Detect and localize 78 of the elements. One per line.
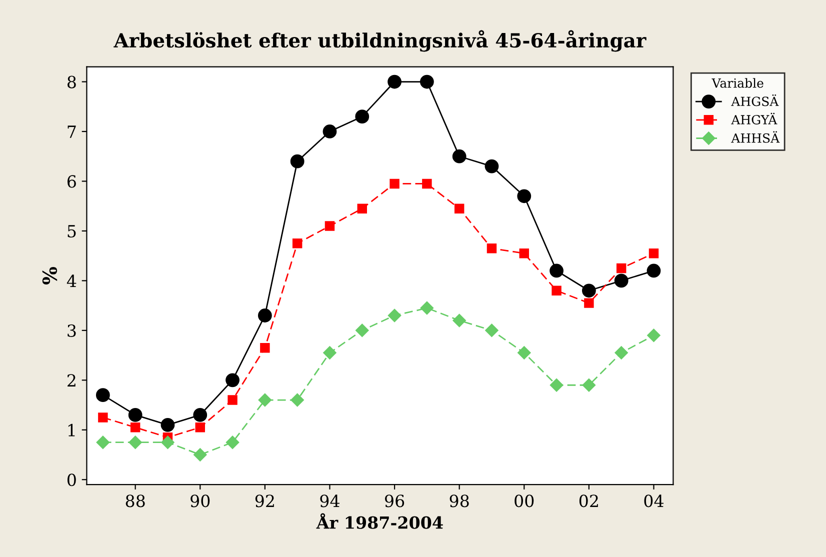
point bbox=[420, 74, 434, 89]
y-axis-title: % bbox=[42, 266, 58, 284]
point bbox=[486, 244, 497, 254]
y-tick-label: 6 bbox=[68, 175, 76, 188]
point bbox=[96, 436, 110, 449]
y-tick-label: 1 bbox=[68, 424, 75, 436]
point bbox=[195, 422, 205, 432]
point bbox=[128, 436, 142, 449]
point bbox=[96, 388, 110, 402]
point bbox=[550, 378, 564, 392]
x-tick-label: 04 bbox=[644, 494, 664, 508]
point bbox=[226, 373, 240, 388]
point bbox=[517, 189, 532, 204]
y-tick-label: 5 bbox=[68, 225, 76, 238]
legend-label: AHGSÄ bbox=[731, 94, 779, 106]
point bbox=[519, 248, 530, 258]
x-tick-label: 90 bbox=[190, 494, 210, 508]
point bbox=[614, 274, 628, 288]
point bbox=[616, 263, 626, 274]
point bbox=[226, 436, 240, 449]
point bbox=[452, 314, 466, 328]
point bbox=[323, 346, 336, 360]
point bbox=[420, 301, 434, 315]
legend-label: AHGYÄ bbox=[731, 112, 778, 124]
point bbox=[292, 238, 302, 248]
y-tick-label: 3 bbox=[68, 324, 76, 337]
point bbox=[648, 248, 659, 258]
point bbox=[290, 393, 304, 407]
point bbox=[355, 110, 370, 124]
point bbox=[388, 308, 402, 322]
y-tick-label: 0 bbox=[68, 474, 76, 486]
x-tick-label: 88 bbox=[126, 494, 145, 508]
point bbox=[646, 264, 661, 278]
point bbox=[322, 124, 337, 138]
y-tick-label: 2 bbox=[68, 374, 76, 386]
point bbox=[484, 159, 499, 174]
point bbox=[422, 178, 432, 189]
point bbox=[290, 154, 304, 168]
x-axis-title: År 1987-2004 bbox=[316, 513, 443, 529]
point bbox=[518, 346, 531, 360]
point bbox=[130, 422, 140, 432]
point bbox=[452, 149, 466, 164]
point bbox=[258, 393, 272, 407]
point bbox=[614, 346, 628, 360]
point bbox=[160, 418, 175, 432]
point bbox=[228, 395, 238, 405]
chart-title: Arbetslöshet efter utbildningsnivå 45-64-åringar bbox=[114, 30, 646, 52]
point bbox=[356, 324, 369, 338]
point bbox=[128, 408, 142, 422]
x-tick-label: 02 bbox=[579, 494, 598, 508]
x-tick-label: 96 bbox=[384, 494, 404, 508]
y-tick-label: 7 bbox=[68, 126, 76, 138]
point bbox=[193, 408, 208, 422]
point bbox=[582, 378, 596, 392]
point bbox=[552, 286, 562, 296]
y-tick-label: 8 bbox=[68, 76, 76, 88]
point bbox=[258, 308, 272, 322]
point bbox=[161, 436, 174, 449]
point bbox=[357, 204, 367, 214]
point bbox=[454, 204, 464, 214]
point bbox=[390, 178, 400, 189]
point bbox=[260, 342, 270, 353]
legend-label: AHHSÄ bbox=[731, 131, 780, 143]
point bbox=[98, 412, 108, 422]
x-tick-label: 00 bbox=[514, 494, 534, 508]
point bbox=[388, 74, 402, 89]
x-tick-label: 94 bbox=[320, 494, 340, 508]
point bbox=[324, 221, 335, 231]
point bbox=[582, 284, 596, 298]
point bbox=[194, 448, 207, 462]
legend-title: Variable bbox=[712, 78, 764, 88]
point bbox=[647, 328, 660, 342]
y-tick-label: 4 bbox=[66, 274, 76, 288]
point bbox=[485, 324, 498, 338]
x-tick-label: 98 bbox=[450, 494, 469, 508]
point bbox=[584, 298, 594, 308]
x-tick-label: 92 bbox=[255, 494, 274, 508]
point bbox=[550, 264, 564, 278]
